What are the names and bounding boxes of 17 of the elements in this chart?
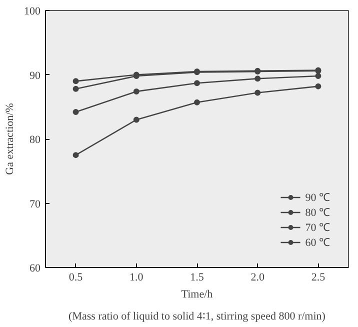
- x-tick-label: 2.0: [250, 272, 265, 284]
- x-tick-label: 1.5: [190, 272, 204, 284]
- y-tick-label: 60: [30, 262, 41, 274]
- x-tick-label: 2.5: [311, 272, 326, 284]
- y-tick-label: 80: [30, 134, 41, 146]
- y-tick-label: 70: [30, 198, 41, 210]
- text: (Mass ratio of liquid to solid 4∶1, stirring speed 800 r/min): [68, 310, 326, 322]
- y-tick-label: 90: [30, 70, 41, 82]
- y-axis-title: Ga extraction/%: [4, 103, 16, 175]
- legend-label: 60 ℃: [305, 236, 330, 249]
- x-tick-label: 0.5: [68, 272, 84, 284]
- x-axis-title: Time/h: [181, 288, 214, 300]
- legend-label: 80 ℃: [305, 206, 330, 219]
- legend-label: 70 ℃: [305, 221, 330, 234]
- y-tick-label: 100: [24, 6, 41, 18]
- x-tick-label: 1.0: [130, 272, 144, 284]
- legend-label: 90 ℃: [305, 191, 330, 204]
